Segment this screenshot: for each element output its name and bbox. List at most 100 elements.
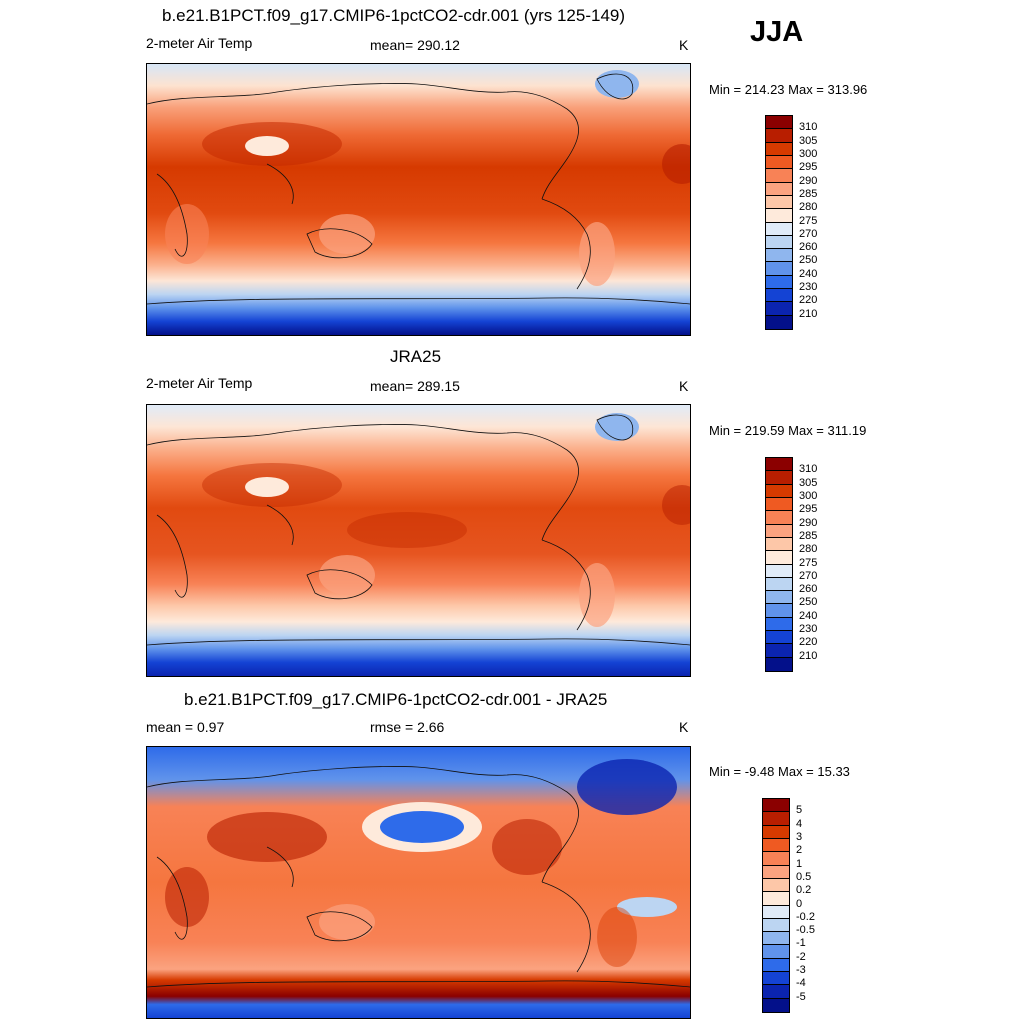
colorbar-label: 1 [796, 857, 803, 870]
colorbar-cell [766, 302, 792, 316]
colorbar-label: 275 [799, 214, 818, 227]
panel2-units: K [679, 378, 689, 394]
colorbar-cell [766, 564, 792, 578]
colorbar-cell [766, 289, 792, 303]
panel3-map-field [147, 747, 690, 1018]
colorbar-label: 0.2 [796, 884, 812, 897]
colorbar-cell [766, 458, 792, 472]
colorbar-cell [766, 195, 792, 210]
panel1-map-field [147, 64, 690, 335]
panel2-colorbar-cells [766, 458, 792, 671]
colorbar-label: 210 [799, 649, 818, 662]
panel1-colorbar [765, 115, 793, 330]
colorbar-label: 240 [799, 609, 818, 622]
colorbar-cell [766, 537, 792, 552]
colorbar-cell [766, 484, 792, 498]
colorbar-label: 290 [799, 516, 818, 529]
colorbar-cell [766, 235, 792, 250]
colorbar-label: 250 [799, 254, 818, 267]
colorbar-label: 0.5 [796, 870, 812, 883]
colorbar-cell [766, 249, 792, 263]
colorbar-label: -1 [796, 937, 806, 950]
colorbar-label: 5 [796, 804, 803, 817]
colorbar-label: 305 [799, 476, 818, 489]
colorbar-cell [763, 852, 789, 866]
colorbar-label: 295 [799, 161, 818, 174]
colorbar-label: 270 [799, 227, 818, 240]
panel1-minmax: Min = 214.23 Max = 313.96 [709, 82, 868, 97]
colorbar-cell [766, 222, 792, 236]
colorbar-cell [766, 631, 792, 645]
colorbar-label: 300 [799, 147, 818, 160]
colorbar-cell [766, 315, 792, 329]
colorbar-cell [766, 617, 792, 632]
colorbar-cell [766, 604, 792, 618]
colorbar-label: 210 [799, 307, 818, 320]
panel3-colorbar-cells [763, 799, 789, 1012]
colorbar-cell [766, 657, 792, 671]
colorbar-cell [766, 591, 792, 605]
colorbar-label: 280 [799, 543, 818, 556]
colorbar-cell [763, 865, 789, 879]
colorbar-label: -0.5 [796, 924, 815, 937]
colorbar-label: 2 [796, 844, 803, 857]
colorbar-cell [763, 825, 789, 839]
panel2-minmax: Min = 219.59 Max = 311.19 [709, 423, 867, 438]
colorbar-cell [766, 182, 792, 196]
colorbar-cell [763, 838, 789, 853]
colorbar-label: -3 [796, 964, 806, 977]
colorbar-cell [763, 972, 789, 986]
colorbar-cell [766, 116, 792, 130]
colorbar-label: 285 [799, 529, 818, 542]
colorbar-cell [766, 551, 792, 565]
colorbar-label: 260 [799, 583, 818, 596]
colorbar-cell [766, 577, 792, 592]
colorbar-label: 230 [799, 623, 818, 636]
colorbar-label: 0 [796, 897, 803, 910]
colorbar-label: 270 [799, 569, 818, 582]
colorbar-cell [763, 918, 789, 933]
colorbar-cell [766, 497, 792, 512]
colorbar-label: 310 [799, 463, 818, 476]
panel3-title: b.e21.B1PCT.f09_g17.CMIP6-1pctCO2-cdr.00… [184, 690, 608, 709]
colorbar-label: 260 [799, 241, 818, 254]
colorbar-label: 300 [799, 489, 818, 502]
panel1-mean: mean= 290.12 [370, 37, 460, 53]
colorbar-label: -0.2 [796, 910, 815, 923]
panel1-map [146, 63, 691, 336]
panel3-minmax: Min = -9.48 Max = 15.33 [709, 764, 850, 779]
colorbar-label: 220 [799, 294, 818, 307]
colorbar-label: 230 [799, 281, 818, 294]
panel1-title: b.e21.B1PCT.f09_g17.CMIP6-1pctCO2-cdr.00… [162, 6, 626, 25]
colorbar-cell [763, 985, 789, 999]
panel2-variable: 2-meter Air Temp [146, 375, 253, 391]
panel2-map [146, 404, 691, 677]
panel1-variable: 2-meter Air Temp [146, 35, 253, 51]
colorbar-cell [766, 155, 792, 170]
colorbar-label: 280 [799, 201, 818, 214]
colorbar-cell [766, 471, 792, 485]
colorbar-cell [763, 799, 789, 813]
panel2-title: JRA25 [390, 347, 442, 366]
colorbar-cell [766, 524, 792, 538]
colorbar-label: -4 [796, 977, 806, 990]
colorbar-label: -2 [796, 950, 806, 963]
colorbar-label: 3 [796, 830, 803, 843]
season-label: JJA [750, 16, 804, 48]
colorbar-label: 220 [799, 636, 818, 649]
colorbar-label: 305 [799, 134, 818, 147]
colorbar-label: 285 [799, 187, 818, 200]
colorbar-cell [766, 129, 792, 143]
colorbar-cell [766, 142, 792, 156]
colorbar-cell [763, 945, 789, 959]
colorbar-cell [766, 644, 792, 658]
panel2-colorbar [765, 457, 793, 672]
colorbar-label: -5 [796, 990, 806, 1003]
panel1-units: K [679, 37, 689, 53]
colorbar-label: 310 [799, 121, 818, 134]
panel3-units: K [679, 719, 689, 735]
panel3-map [146, 746, 691, 1019]
panel3-rmse: rmse = 2.66 [370, 719, 445, 735]
colorbar-cell [763, 998, 789, 1012]
panel3-mean: mean = 0.97 [146, 719, 225, 735]
